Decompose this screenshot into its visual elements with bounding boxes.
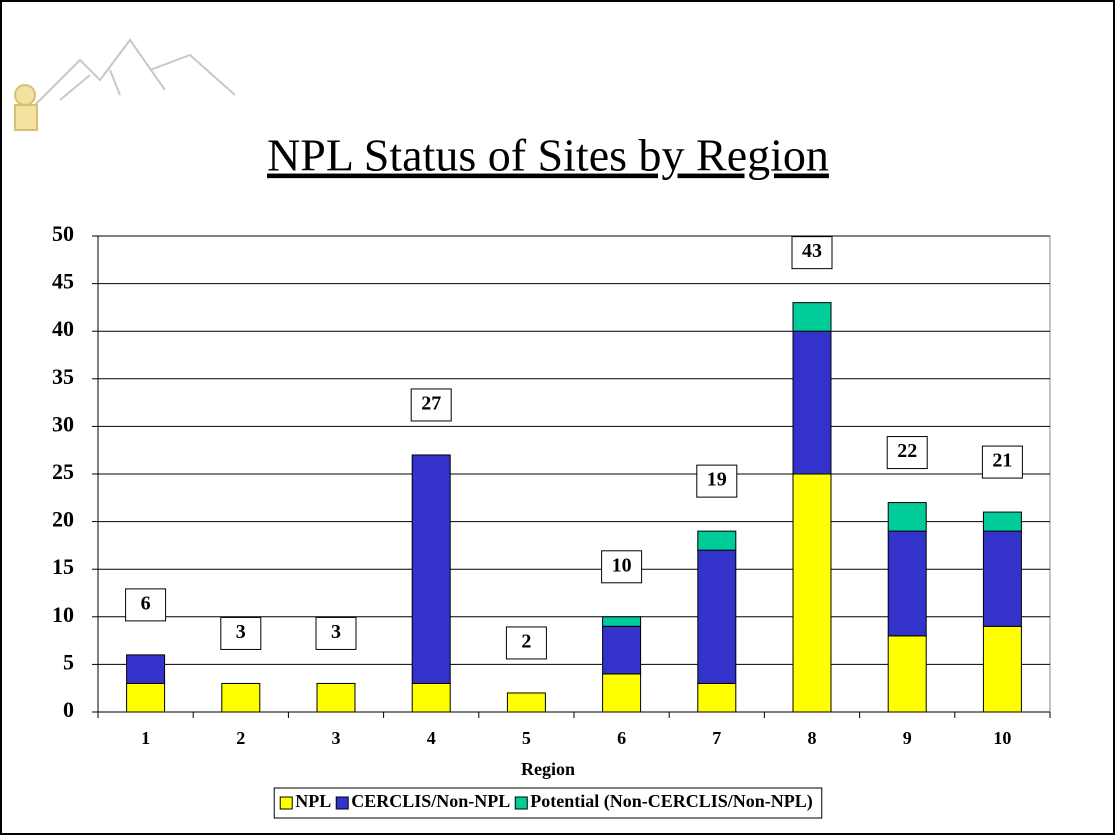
bar-segment (507, 693, 545, 712)
y-tick-label: 5 (63, 649, 74, 674)
y-tick-label: 40 (52, 316, 74, 341)
legend-label: NPL (295, 791, 331, 811)
bar-segment (317, 683, 355, 712)
bar-segment (983, 512, 1021, 531)
legend-label: Potential (Non-CERCLIS/Non-NPL) (530, 791, 813, 812)
y-tick-label: 10 (52, 602, 74, 627)
x-tick-label: 2 (236, 728, 245, 748)
x-tick-label: 7 (712, 728, 721, 748)
x-tick-label: 3 (332, 728, 341, 748)
x-axis-title: Region (521, 759, 575, 779)
y-tick-label: 25 (52, 459, 74, 484)
total-label: 21 (992, 450, 1012, 472)
bar-segment (698, 550, 736, 683)
logo-figure (15, 85, 35, 105)
x-tick-label: 5 (522, 728, 531, 748)
y-tick-label: 35 (52, 364, 74, 389)
y-tick-label: 50 (52, 221, 74, 246)
total-label: 6 (141, 592, 151, 614)
y-tick-label: 45 (52, 269, 74, 294)
total-label: 19 (707, 469, 727, 491)
bar-segment (412, 683, 450, 712)
bar-segment (698, 683, 736, 712)
x-tick-label: 4 (427, 728, 436, 748)
bar-segment (983, 626, 1021, 712)
bar-segment (983, 531, 1021, 626)
legend-swatch (515, 797, 527, 809)
x-tick-label: 8 (808, 728, 817, 748)
bar-segment (603, 674, 641, 712)
bar-segment (412, 455, 450, 683)
bar-segment (127, 655, 165, 684)
total-label: 22 (897, 440, 917, 462)
bar-segment (888, 636, 926, 712)
logo-figure-body (15, 105, 37, 130)
chart-title: NPL Status of Sites by Region (267, 130, 829, 181)
x-tick-label: 6 (617, 728, 626, 748)
total-label: 43 (802, 240, 822, 262)
y-tick-label: 15 (52, 554, 74, 579)
y-tick-label: 30 (52, 411, 74, 436)
slide: NPL Status of Sites by Region Region 0 5 1… (0, 0, 1115, 835)
x-tick-label: 9 (903, 728, 912, 748)
bar-segment (698, 531, 736, 550)
total-label: 10 (612, 554, 632, 576)
bar-segment (603, 626, 641, 674)
legend-label: CERCLIS/Non-NPL (351, 791, 510, 811)
bar-segment (888, 531, 926, 636)
bar-segment (888, 503, 926, 532)
legend-swatch (280, 797, 292, 809)
y-tick-label: 20 (52, 507, 74, 532)
bar-segment (603, 617, 641, 627)
total-label: 3 (331, 621, 341, 643)
bar-segment (793, 331, 831, 474)
x-tick-label: 1 (141, 728, 150, 748)
x-tick-label: 10 (993, 728, 1011, 748)
bar-segment (793, 474, 831, 712)
legend: NPL CERCLIS/Non-NPL Potential (Non-CERCLIS… (274, 788, 822, 818)
bar-segment (127, 683, 165, 712)
y-tick-label: 0 (63, 697, 74, 722)
bar-segment (793, 303, 831, 332)
total-label: 27 (421, 393, 441, 415)
total-label: 2 (521, 631, 531, 653)
total-label: 3 (236, 621, 246, 643)
legend-swatch (336, 797, 348, 809)
bar-segment (222, 683, 260, 712)
